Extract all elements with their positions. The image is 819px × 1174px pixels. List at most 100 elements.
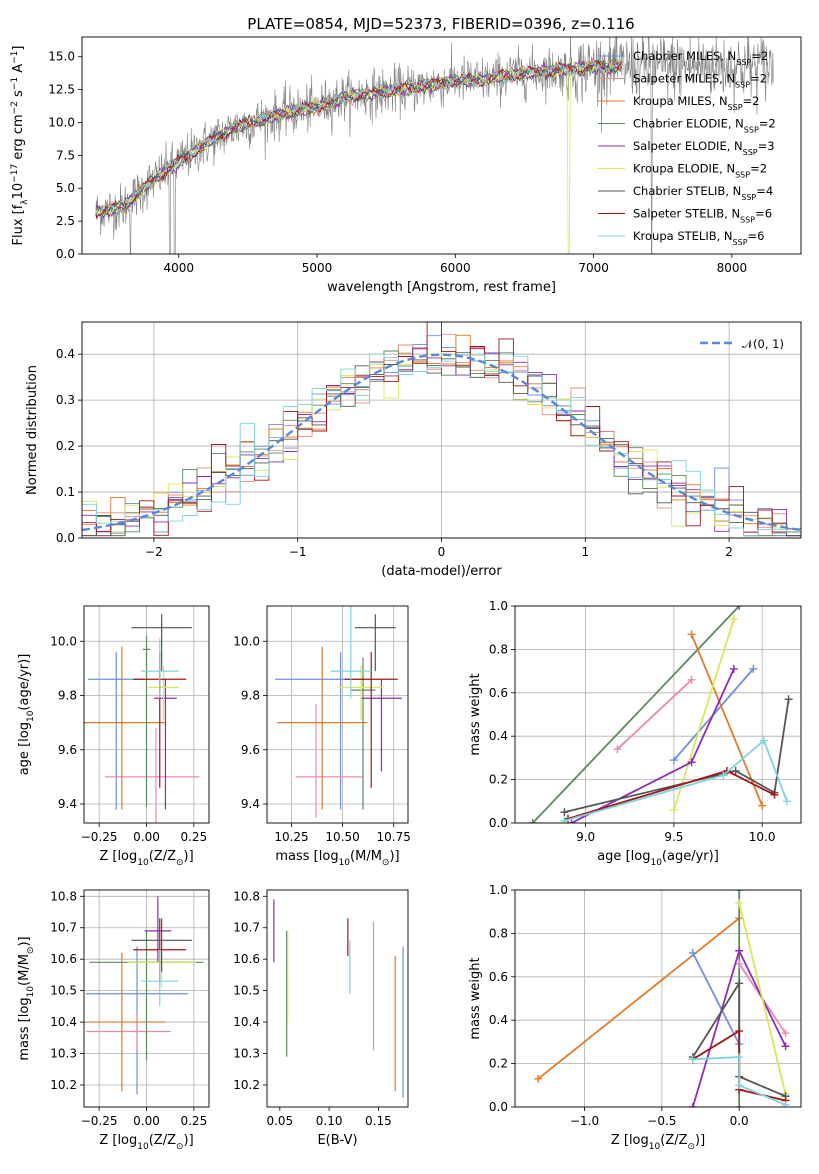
z-weight-series-marker xyxy=(735,899,744,908)
age-weight-series-line-4 xyxy=(673,618,735,811)
legend-label: Chabrier MILES, NSSP=2 xyxy=(633,49,768,67)
residuals-ytick-label: 0.3 xyxy=(56,393,75,407)
spectrum-ytick-label: 12.5 xyxy=(48,83,75,97)
z-weight-series-marker xyxy=(534,1074,543,1083)
residual-histogram-6 xyxy=(82,358,801,538)
residuals-xtick-label: 1 xyxy=(581,545,589,559)
z-mass-axes: −0.25 0.00 0.25 10.2 10.3 10.4 10.5 10.6 10.7 10.… xyxy=(17,889,210,1152)
z-mass-ytick-label: 10.4 xyxy=(50,1015,77,1029)
residuals-xtick-label: 0 xyxy=(438,545,446,559)
age-weight-series-marker xyxy=(770,790,779,799)
z-weight-plot-area xyxy=(534,890,790,1107)
age-weight-series-marker xyxy=(528,819,537,823)
z-weight-series-line-0 xyxy=(537,917,740,1080)
age-weight-series-marker xyxy=(613,745,622,754)
age-weight-ytick-label: 0.6 xyxy=(489,686,508,700)
legend-label: Salpeter ELODIE, NSSP=3 xyxy=(633,139,775,157)
z-weight-ylabel: mass weight xyxy=(468,957,483,1039)
mass-age-xtick-label: 10.75 xyxy=(377,830,411,844)
z-weight-ytick-label: 0.6 xyxy=(489,970,508,984)
residuals-ytick-label: 0.2 xyxy=(56,439,75,453)
spectrum-xtick-label: 6000 xyxy=(440,261,471,275)
age-weight-ytick-label: 0.2 xyxy=(489,773,508,787)
residuals-axes: −2 −1 0 1 2 0.0 0.1 0.2 0.3 0.4 (data-model)/error… xyxy=(25,321,802,579)
age-weight-series-line-8 xyxy=(564,738,788,822)
spectrum-ylabel: Flux [fλ10−17 erg cm−2 s−1 A−1] xyxy=(10,46,30,246)
z-weight-series-marker xyxy=(781,1042,790,1051)
spectrum-ytick-label: 7.5 xyxy=(56,148,75,162)
z-age-frame xyxy=(83,605,210,824)
spectrum-ytick-label: 15.0 xyxy=(48,50,75,64)
age-weight-series-line-0 xyxy=(532,606,740,823)
figure-title: PLATE=0854, MJD=52373, FIBERID=0396, z=0… xyxy=(247,15,634,33)
legend-label: Salpeter STELIB, NSSP=6 xyxy=(633,207,772,225)
z-mass-plot-area xyxy=(84,896,204,1095)
z-weight-series-marker xyxy=(735,979,744,988)
age-weight-series-line-1 xyxy=(616,679,693,750)
z-mass-ytick-label: 10.8 xyxy=(50,889,77,903)
ebv-mass-ytick-label: 10.4 xyxy=(233,1015,260,1029)
age-weight-series-marker xyxy=(560,816,569,823)
mass-age-frame xyxy=(266,605,409,824)
z-weight-xlabel: Z [log10(Z/Z⊙)] xyxy=(611,1133,705,1152)
z-age-xlabel: Z [log10(Z/Z⊙)] xyxy=(99,849,193,868)
z-age-ytick-label: 9.8 xyxy=(58,689,77,703)
z-age-xtick-label: 0.00 xyxy=(133,830,160,844)
age-weight-series-marker xyxy=(560,808,569,817)
spectrum-ytick-label: 10.0 xyxy=(48,115,75,129)
age-weight-series-marker xyxy=(782,797,791,806)
z-weight-ytick-label: 0.8 xyxy=(489,926,508,940)
z-age-xtick-label: −0.25 xyxy=(81,830,118,844)
age-weight-series-marker xyxy=(687,630,696,639)
z-weight-ytick-label: 0.2 xyxy=(489,1057,508,1071)
z-mass-ytick-label: 10.7 xyxy=(50,921,77,935)
residuals-xtick-label: −1 xyxy=(289,545,307,559)
z-age-ylabel: age [log10(age/yr)] xyxy=(17,654,36,776)
spectrum-axes: 4000 5000 6000 7000 8000 0.0 2.5 5.0 7.5 10.0 12.5… xyxy=(10,36,802,295)
z-weight-ytick-label: 0.0 xyxy=(489,1100,508,1114)
z-weight-series-marker xyxy=(735,1053,744,1062)
z-weight-frame xyxy=(514,889,802,1108)
age-weight-plot-area xyxy=(528,606,793,823)
age-weight-series-marker xyxy=(687,758,696,767)
ebv-mass-ytick-label: 10.2 xyxy=(233,1078,260,1092)
age-weight-series-marker xyxy=(759,736,768,745)
age-weight-series-marker xyxy=(784,695,793,704)
ebv-mass-ytick-label: 10.6 xyxy=(233,952,260,966)
spectrum-ytick-label: 5.0 xyxy=(56,181,75,195)
age-weight-xlabel: age [log10(age/yr)] xyxy=(597,849,719,868)
age-weight-xtick-label: 10.0 xyxy=(749,830,776,844)
age-weight-series-marker xyxy=(729,615,738,624)
z-mass-ytick-label: 10.6 xyxy=(50,952,77,966)
z-mass-ylabel: mass [log10(M/M⊙)] xyxy=(17,936,36,1060)
z-age-axes: −0.25 0.00 0.25 9.4 9.6 9.8 10.0 Z [log10(Z/Z⊙)… xyxy=(17,605,210,868)
spectrum-ytick-label: 2.5 xyxy=(56,214,75,228)
z-mass-ytick-label: 10.5 xyxy=(50,984,77,998)
legend-label: Kroupa MILES, NSSP=2 xyxy=(633,94,759,112)
z-weight-xtick-label: 0.0 xyxy=(730,1114,749,1128)
mass-age-ytick-label: 9.8 xyxy=(241,689,260,703)
age-weight-series-marker xyxy=(687,675,696,684)
age-weight-series-line-3 xyxy=(690,633,764,806)
spectrum-xtick-label: 4000 xyxy=(164,261,195,275)
z-weight-series-marker xyxy=(781,1100,790,1107)
ebv-mass-ytick-label: 10.3 xyxy=(233,1047,260,1061)
age-weight-frame xyxy=(514,605,802,824)
ebv-mass-xlabel: E(B-V) xyxy=(317,1133,357,1148)
ebv-mass-axes: 0.05 0.10 0.15 10.2 10.3 10.4 10.5 10.6 10.7 10.8… xyxy=(233,889,409,1148)
legend-label: 𝒩(0, 1) xyxy=(742,337,784,351)
residuals-frame xyxy=(81,321,802,539)
age-weight-series-marker xyxy=(567,819,576,823)
age-weight-series-marker xyxy=(669,756,678,765)
z-weight-series-marker xyxy=(735,946,744,955)
mass-age-plot-area xyxy=(275,606,402,818)
z-weight-series-marker xyxy=(688,1055,697,1064)
z-weight-series-marker xyxy=(735,959,744,968)
z-weight-series-line-5 xyxy=(738,902,787,1095)
z-mass-xtick-label: −0.25 xyxy=(81,1114,118,1128)
spectrum-xtick-label: 8000 xyxy=(717,261,748,275)
spectrum-ytick-label: 0.0 xyxy=(56,247,75,261)
residual-histogram-4 xyxy=(82,347,801,538)
legend-label: Chabrier STELIB, NSSP=4 xyxy=(633,184,773,202)
